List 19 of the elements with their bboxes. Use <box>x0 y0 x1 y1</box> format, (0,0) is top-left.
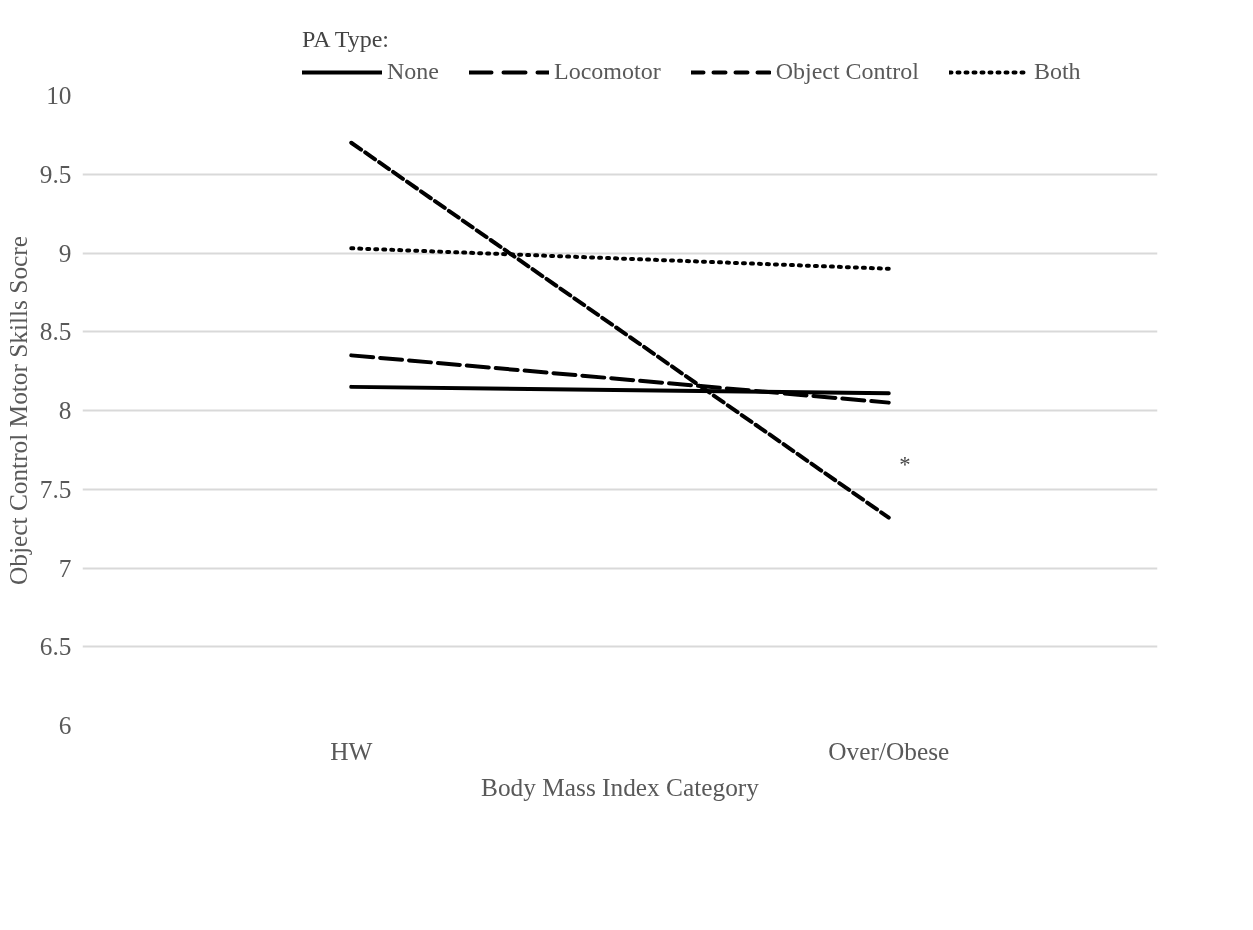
y-tick-label: 8.5 <box>39 317 72 346</box>
y-tick-label: 9.5 <box>39 159 72 188</box>
y-tick-label: 7.5 <box>39 474 72 503</box>
x-tick-label: Over/Obese <box>828 736 950 765</box>
legend-label: None <box>387 58 439 85</box>
annotation: * <box>899 451 911 477</box>
legend-label: Object Control <box>775 58 919 85</box>
y-tick-label: 8 <box>58 396 72 424</box>
x-axis-title: Body Mass Index Category <box>481 772 760 801</box>
y-tick-label: 9 <box>58 238 72 267</box>
y-tick-label: 6.5 <box>39 632 72 661</box>
y-tick-label: 10 <box>46 81 72 109</box>
x-tick-label: HW <box>330 736 373 765</box>
y-axis-title: Object Control Motor Skills Socre <box>3 236 32 585</box>
y-tick-label: 6 <box>58 711 72 739</box>
y-tick-label: 7 <box>58 553 72 582</box>
legend-title: PA Type: <box>302 26 391 53</box>
legend-label: Both <box>1033 58 1081 85</box>
legend-label: Locomotor <box>553 58 661 85</box>
